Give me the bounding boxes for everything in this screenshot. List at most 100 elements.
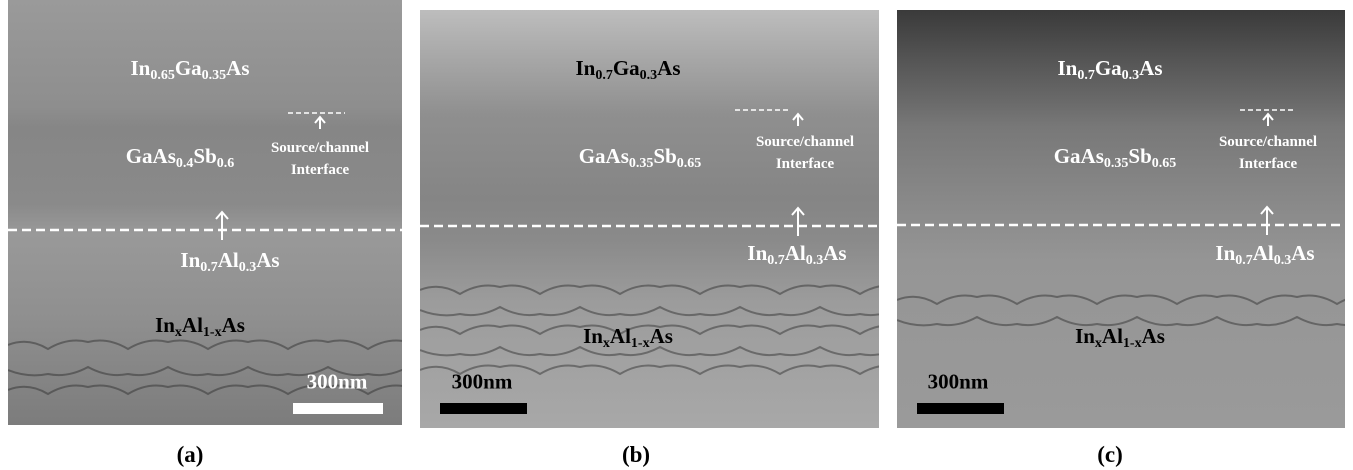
scale-bar-label: 300nm xyxy=(928,370,989,395)
subscript: 0.35 xyxy=(1104,156,1129,171)
formula-element: GaAs xyxy=(126,144,176,168)
formula-element: In xyxy=(747,241,767,265)
scale-bar xyxy=(440,403,527,414)
formula-element: As xyxy=(1291,241,1314,265)
texture xyxy=(420,307,879,315)
formula-element: Al xyxy=(610,324,631,348)
subscript: 1-x xyxy=(203,325,222,340)
formula-element: As xyxy=(1142,324,1165,348)
scale-bar xyxy=(917,403,1004,414)
subscript: x xyxy=(175,325,182,340)
interface-text: Interface xyxy=(271,159,369,181)
formula-element: As xyxy=(226,56,249,80)
subscript: 0.3 xyxy=(806,253,824,268)
figure: In0.65Ga0.35AsGaAs0.4Sb0.6In0.7Al0.3AsIn… xyxy=(0,0,1353,470)
layer-label: In0.7Ga0.3As xyxy=(1057,56,1162,84)
subscript: 0.3 xyxy=(1122,68,1140,83)
texture xyxy=(216,212,228,240)
subscript: 0.3 xyxy=(640,68,658,83)
layer-label: GaAs0.35Sb0.65 xyxy=(1054,144,1177,172)
formula-element: Ga xyxy=(1095,56,1122,80)
layer-label: In0.7Al0.3As xyxy=(747,241,846,269)
layer-label: In0.7Ga0.3As xyxy=(575,56,680,84)
interface-text: Source/channel xyxy=(271,137,369,159)
layer-label: InxAl1-xAs xyxy=(1075,324,1165,352)
formula-element: Al xyxy=(182,313,203,337)
layer-label: GaAs0.35Sb0.65 xyxy=(579,144,702,172)
formula-element: Sb xyxy=(1128,144,1151,168)
formula-element: In xyxy=(155,313,175,337)
formula-element: In xyxy=(180,248,200,272)
subscript: 1-x xyxy=(631,336,650,351)
subscript: 0.6 xyxy=(217,156,235,171)
formula-element: In xyxy=(1075,324,1095,348)
texture xyxy=(793,114,803,126)
formula-element: As xyxy=(657,56,680,80)
texture xyxy=(1261,207,1273,235)
subscript: 0.7 xyxy=(767,253,785,268)
formula-element: As xyxy=(256,248,279,272)
formula-element: In xyxy=(575,56,595,80)
panel-caption: (c) xyxy=(1097,442,1123,468)
texture xyxy=(315,117,325,129)
interface-text: Interface xyxy=(1219,153,1317,175)
formula-element: GaAs xyxy=(1054,144,1104,168)
texture xyxy=(420,286,879,294)
formula-element: In xyxy=(130,56,150,80)
interface-text: Source/channel xyxy=(1219,131,1317,153)
formula-element: In xyxy=(583,324,603,348)
subscript: 0.65 xyxy=(150,68,175,83)
formula-element: Sb xyxy=(653,144,676,168)
layer-label: In0.7Al0.3As xyxy=(180,248,279,276)
panel-caption: (b) xyxy=(622,442,650,468)
subscript: 0.35 xyxy=(629,156,654,171)
subscript: 0.35 xyxy=(202,68,227,83)
formula-element: As xyxy=(650,324,673,348)
subscript: x xyxy=(603,336,610,351)
subscript: 0.7 xyxy=(200,260,218,275)
formula-element: As xyxy=(823,241,846,265)
formula-element: Al xyxy=(218,248,239,272)
layer-label: In0.65Ga0.35As xyxy=(130,56,249,84)
layer-label: InxAl1-xAs xyxy=(583,324,673,352)
scale-bar-label: 300nm xyxy=(452,370,513,395)
formula-element: Al xyxy=(785,241,806,265)
formula-element: GaAs xyxy=(579,144,629,168)
panel-caption: (a) xyxy=(177,442,204,468)
texture xyxy=(792,208,804,236)
layer-label: GaAs0.4Sb0.6 xyxy=(126,144,235,172)
layer-label: In0.7Al0.3As xyxy=(1215,241,1314,269)
formula-element: Ga xyxy=(613,56,640,80)
scale-bar-label: 300nm xyxy=(307,370,368,395)
formula-element: In xyxy=(1057,56,1077,80)
subscript: 0.65 xyxy=(1152,156,1177,171)
subscript: 0.7 xyxy=(1235,253,1253,268)
formula-element: As xyxy=(222,313,245,337)
formula-element: Sb xyxy=(193,144,216,168)
subscript: 0.7 xyxy=(1077,68,1095,83)
subscript: 0.4 xyxy=(176,156,194,171)
subscript: 0.7 xyxy=(595,68,613,83)
subscript: 0.3 xyxy=(1274,253,1292,268)
layer-label: InxAl1-xAs xyxy=(155,313,245,341)
formula-element: Ga xyxy=(175,56,202,80)
subscript: 0.65 xyxy=(677,156,702,171)
formula-element: Al xyxy=(1253,241,1274,265)
subscript: 1-x xyxy=(1123,336,1142,351)
formula-element: In xyxy=(1215,241,1235,265)
texture xyxy=(897,296,1345,304)
texture xyxy=(8,341,402,349)
interface-text: Source/channel xyxy=(756,131,854,153)
scale-bar xyxy=(293,403,383,414)
subscript: 0.3 xyxy=(239,260,257,275)
subscript: x xyxy=(1095,336,1102,351)
texture xyxy=(1263,114,1273,126)
formula-element: As xyxy=(1139,56,1162,80)
formula-element: Al xyxy=(1102,324,1123,348)
